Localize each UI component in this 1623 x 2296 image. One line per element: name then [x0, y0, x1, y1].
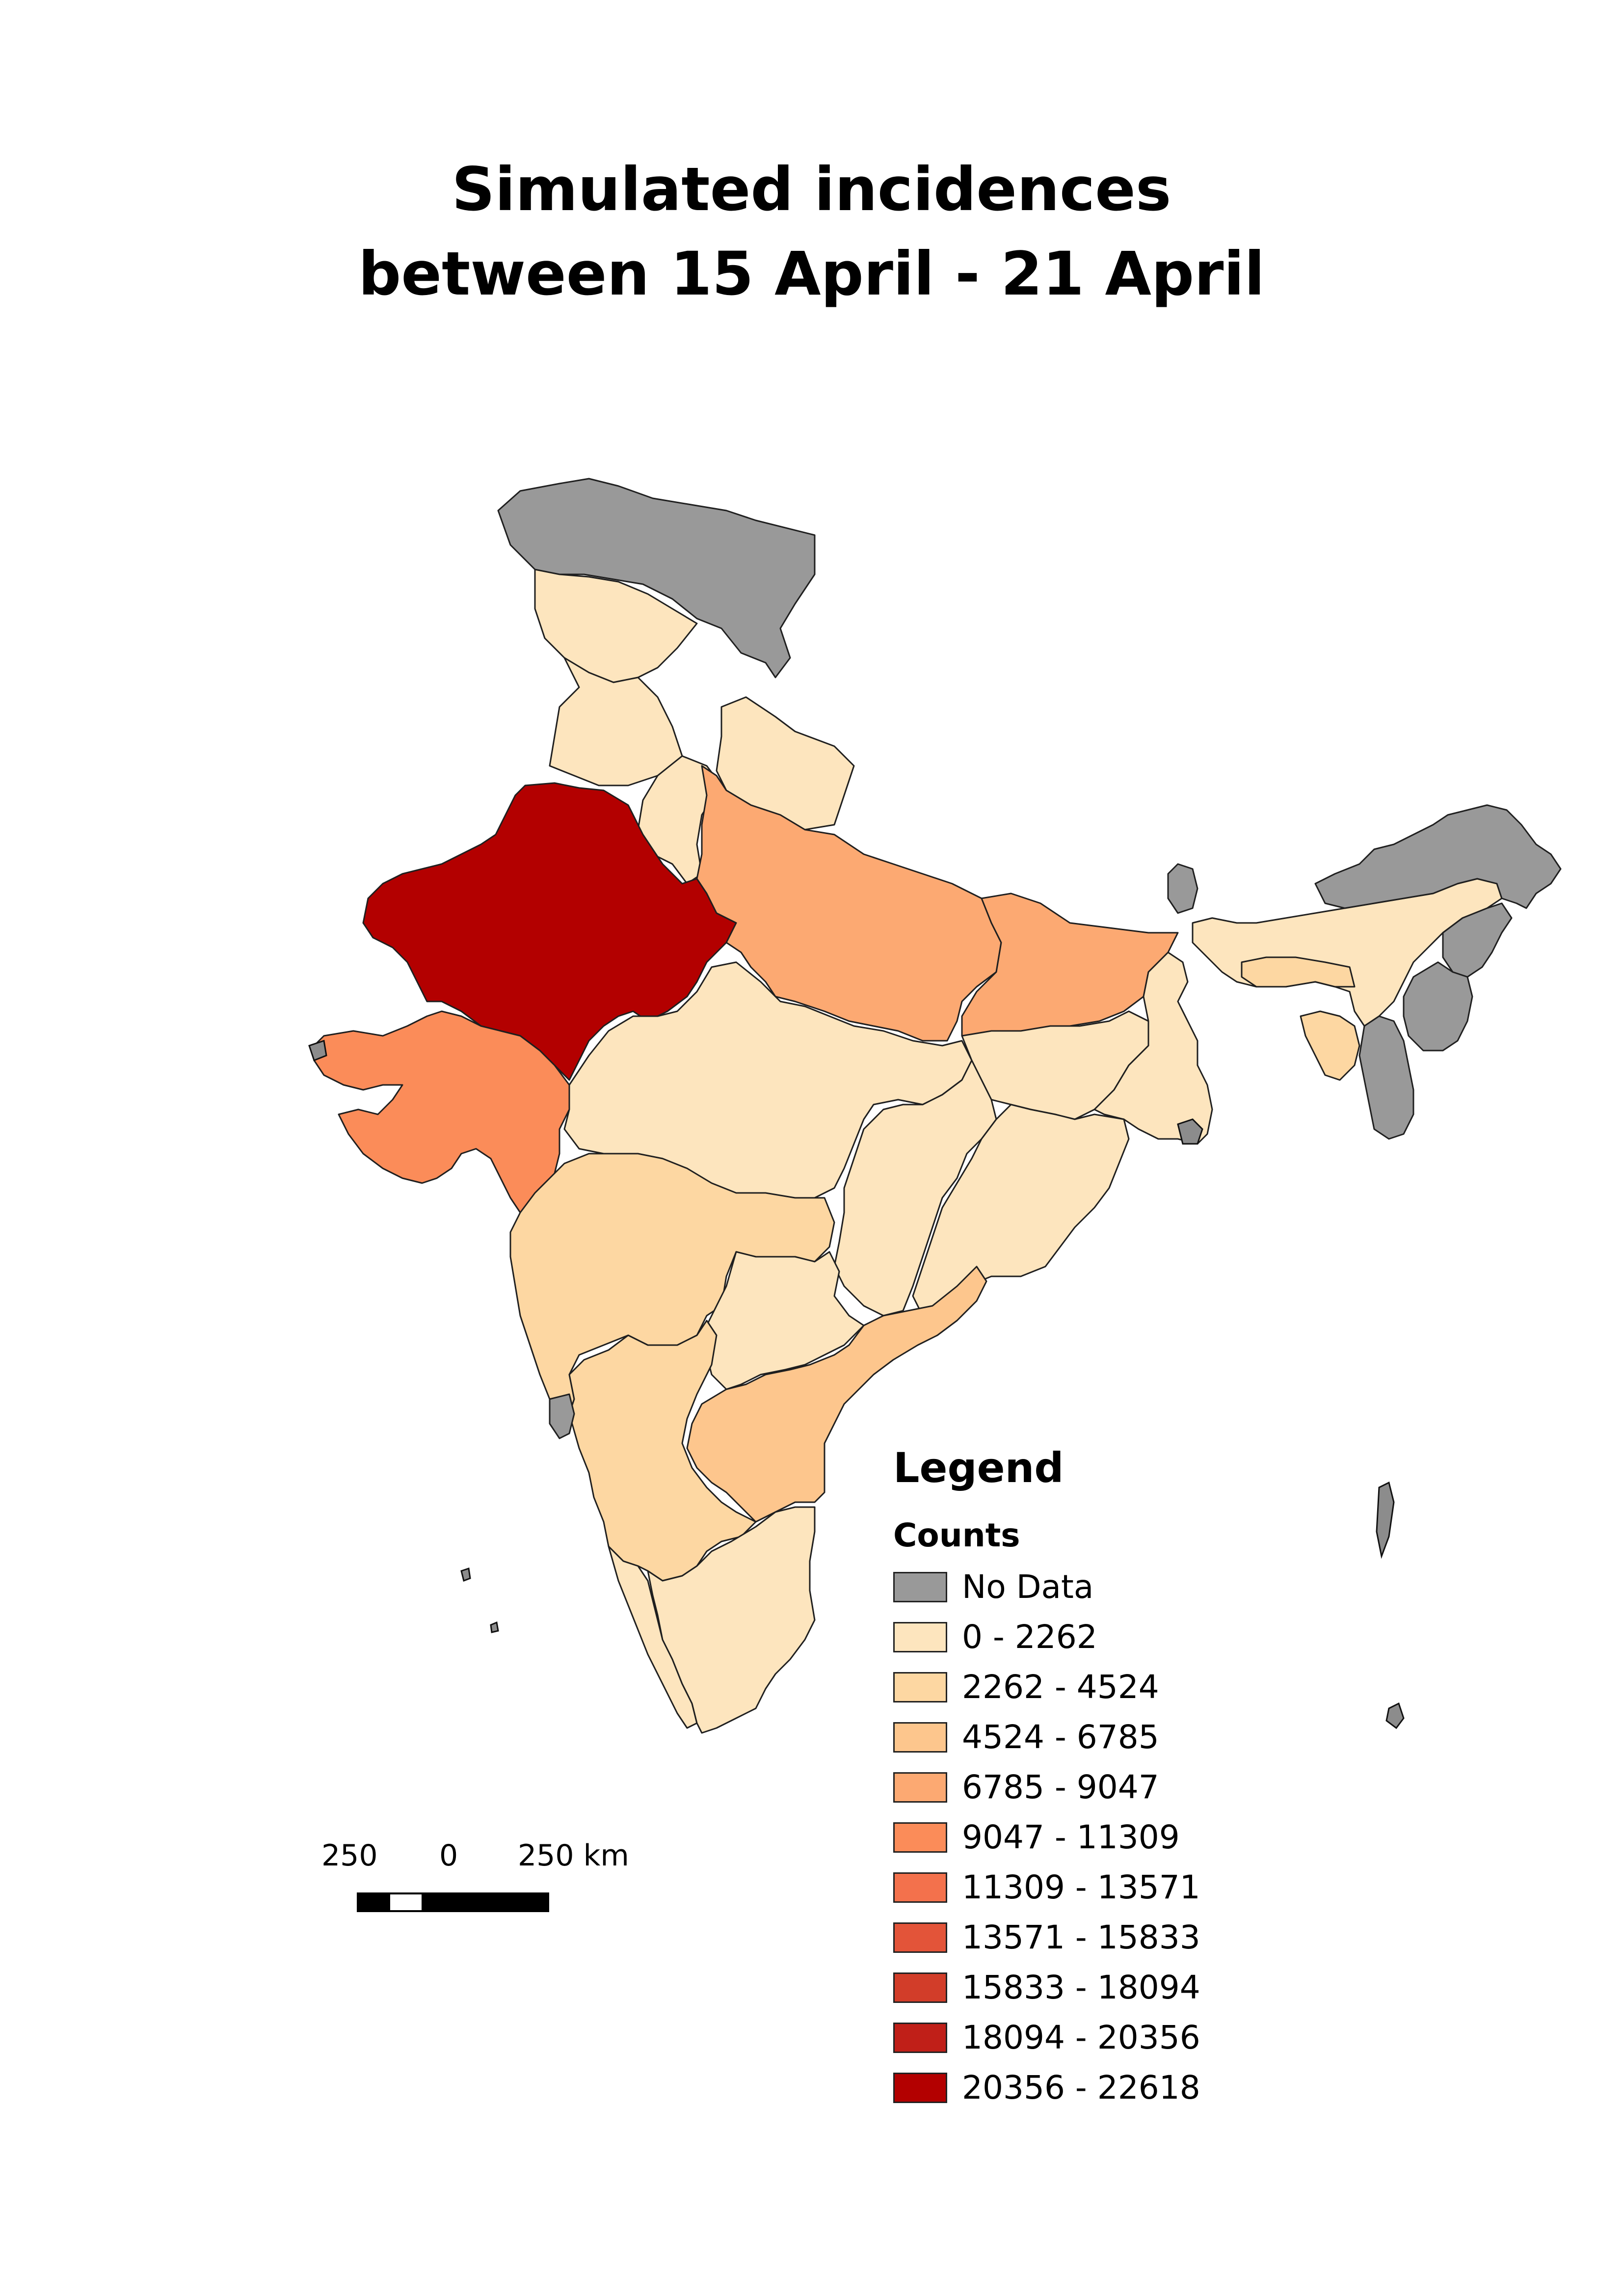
scale-bar-rule: [357, 1892, 549, 1912]
scale-bar-segment: [484, 1894, 547, 1910]
region-andaman-nicobar-south: [1385, 1702, 1405, 1729]
map-title-line-1: Simulated incidences: [452, 155, 1171, 224]
legend-swatch: [893, 1572, 947, 1602]
legend-items: No Data 0 - 2262 2262 - 4524 4524 - 6785 678…: [893, 1562, 1200, 2113]
legend-item: 2262 - 4524: [893, 1662, 1200, 1712]
map-title: Simulated incidences between 15 April - …: [0, 147, 1623, 316]
legend-label: 18094 - 20356: [962, 2019, 1200, 2056]
region-manipur[interactable]: [1403, 961, 1473, 1052]
scale-bar-segment: [422, 1894, 484, 1910]
legend-swatch: [893, 1822, 947, 1853]
region-tripura[interactable]: [1300, 1010, 1360, 1081]
legend-item: 18094 - 20356: [893, 2013, 1200, 2063]
legend-swatch: [893, 1972, 947, 2003]
legend-swatch: [893, 2073, 947, 2103]
region-mizoram[interactable]: [1358, 1015, 1414, 1140]
legend-label: 2262 - 4524: [962, 1668, 1159, 1706]
scale-bar-segment: [359, 1894, 390, 1910]
region-western-tip: [308, 1040, 327, 1061]
region-bihar[interactable]: [961, 892, 1179, 1037]
scale-bar: 250 0 250 km: [321, 1836, 629, 1919]
region-odisha[interactable]: [912, 1104, 1130, 1317]
region-andaman-nicobar[interactable]: [1376, 1481, 1395, 1559]
region-lakshadweep[interactable]: [460, 1567, 471, 1582]
legend-item: 4524 - 6785: [893, 1712, 1200, 1762]
region-jammu-kashmir[interactable]: [497, 478, 816, 678]
region-andhra-pradesh[interactable]: [686, 1266, 987, 1523]
legend-label: No Data: [962, 1568, 1094, 1606]
legend-item: 13571 - 15833: [893, 1913, 1200, 1963]
legend-item: 9047 - 11309: [893, 1812, 1200, 1863]
legend-item: No Data: [893, 1562, 1200, 1612]
legend-label: 11309 - 13571: [962, 1868, 1200, 1906]
legend-title: Legend: [893, 1444, 1064, 1492]
legend: Legend Counts No Data 0 - 2262 2262 - 4524…: [893, 1443, 1200, 2113]
region-arunachal-pradesh[interactable]: [1314, 804, 1562, 909]
legend-swatch: [893, 1672, 947, 1702]
region-uttarakhand[interactable]: [716, 696, 855, 831]
region-tamil-nadu[interactable]: [647, 1506, 816, 1734]
legend-label: 9047 - 11309: [962, 1818, 1180, 1856]
legend-label: 4524 - 6785: [962, 1718, 1159, 1756]
scale-label-right: 250 km: [518, 1838, 629, 1873]
region-gujarat[interactable]: [313, 1010, 570, 1214]
region-uttar-pradesh[interactable]: [696, 765, 1002, 1042]
region-punjab[interactable]: [549, 657, 683, 786]
legend-item: 20356 - 22618: [893, 2063, 1200, 2113]
legend-swatch: [893, 1922, 947, 1953]
legend-swatch: [893, 2023, 947, 2053]
scale-label-zero: 0: [439, 1838, 458, 1873]
legend-item: 0 - 2262: [893, 1612, 1200, 1662]
legend-label: 20356 - 22618: [962, 2069, 1200, 2107]
legend-label: 15833 - 18094: [962, 1969, 1200, 2006]
region-himachal-pradesh[interactable]: [534, 568, 698, 683]
scale-label-left: 250: [321, 1838, 378, 1873]
legend-swatch: [893, 1722, 947, 1753]
legend-swatch: [893, 1622, 947, 1652]
legend-label: 13571 - 15833: [962, 1918, 1200, 1956]
legend-subtitle: Counts: [893, 1516, 1020, 1554]
legend-item: 11309 - 13571: [893, 1863, 1200, 1913]
legend-label: 6785 - 9047: [962, 1768, 1159, 1806]
legend-item: 6785 - 9047: [893, 1762, 1200, 1812]
region-chhattisgarh[interactable]: [833, 1059, 997, 1317]
region-sikkim[interactable]: [1167, 863, 1198, 914]
map-title-line-2: between 15 April - 21 April: [358, 239, 1265, 309]
legend-swatch: [893, 1772, 947, 1803]
region-rajasthan[interactable]: [362, 782, 737, 1081]
region-sundarbans: [1177, 1118, 1203, 1145]
legend-item: 15833 - 18094: [893, 1963, 1200, 2013]
legend-label: 0 - 2262: [962, 1618, 1097, 1656]
scale-bar-segment: [390, 1894, 422, 1910]
region-goa[interactable]: [549, 1393, 575, 1439]
legend-swatch: [893, 1872, 947, 1903]
region-lakshadweep-small: [490, 1621, 499, 1633]
region-nagaland[interactable]: [1442, 902, 1513, 978]
region-meghalaya[interactable]: [1241, 956, 1356, 988]
